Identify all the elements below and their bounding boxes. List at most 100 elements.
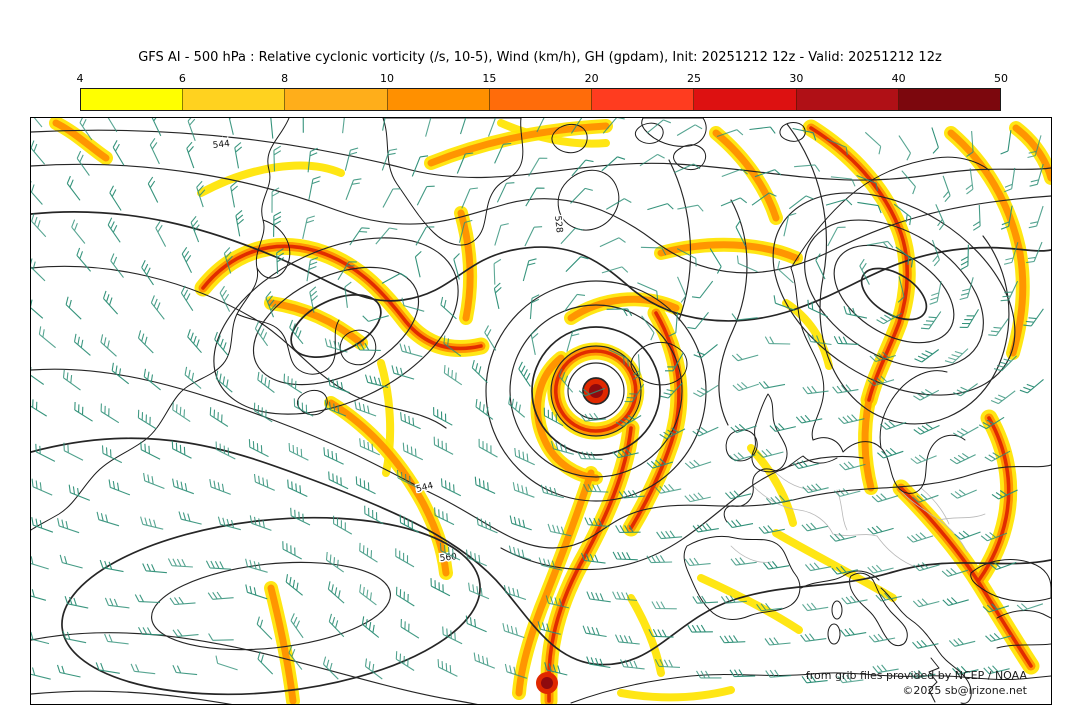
wind-barb [566, 328, 581, 352]
vorticity-filament [947, 129, 1027, 357]
credits: from grib files provided by NCEP / NOAA … [806, 668, 1027, 698]
wind-barb [142, 563, 167, 574]
wind-barb [461, 187, 478, 209]
wind-barb [108, 479, 131, 496]
wind-barb [867, 525, 894, 535]
wind-barb [825, 198, 853, 206]
wind-barb [676, 276, 687, 303]
wind-barb [646, 555, 673, 564]
wind-barb [601, 156, 626, 172]
wind-barb [402, 442, 424, 461]
colorbar-tick-label: 20 [584, 72, 599, 85]
geopotential-contours-layer [31, 123, 1051, 704]
map-frame: 544 528 544 560 from grib files provided by… [30, 117, 1052, 705]
wind-barb [831, 565, 858, 575]
wind-barb [857, 201, 882, 214]
wind-barb [898, 135, 911, 161]
wind-barb [807, 333, 832, 346]
wind-barb [66, 175, 81, 201]
colorbar-tick-labels: 4 6 8 10 15 20 25 30 40 50 [77, 72, 1009, 86]
wind-barb [35, 443, 56, 462]
wind-barb [751, 192, 777, 206]
wind-barb [31, 517, 54, 533]
wind-barb [518, 361, 531, 387]
wind-barb [726, 519, 754, 529]
wind-barb [867, 564, 894, 574]
wind-barb [172, 401, 191, 423]
wind-barb [876, 312, 902, 325]
wind-barb [867, 375, 895, 387]
wind-barb [293, 398, 314, 417]
wind-barb [140, 516, 164, 530]
wind-barb [344, 281, 352, 308]
wind-barb [64, 596, 89, 609]
wind-barb [914, 349, 940, 363]
wind-barb [494, 142, 512, 164]
wind-barb [560, 227, 584, 245]
wind-barb [965, 168, 974, 195]
wind-barb [909, 670, 936, 679]
colorbar-tick-label: 6 [178, 72, 186, 85]
vorticity-filament [497, 119, 610, 148]
vorticity-filament [567, 295, 680, 322]
wind-barb [960, 244, 969, 270]
vorticity-filament [52, 119, 110, 162]
wind-barb [800, 633, 827, 642]
wind-barb [215, 441, 236, 460]
wind-barb [693, 343, 718, 359]
wind-barb [777, 260, 794, 284]
wind-barb [31, 631, 50, 645]
wind-barb [1028, 205, 1044, 229]
wind-barb [978, 416, 1005, 430]
wind-barb [62, 369, 81, 391]
wind-barb [414, 250, 422, 278]
wind-barb [219, 285, 231, 312]
wind-barb [692, 523, 719, 533]
wind-barb [1026, 241, 1043, 264]
wind-barb [913, 389, 940, 401]
wind-barb [913, 423, 940, 435]
colorbar-segment [183, 89, 286, 110]
wind-barb [893, 203, 912, 226]
wind-barb [993, 355, 1017, 372]
wind-barb [731, 313, 758, 321]
wind-barb [606, 198, 632, 210]
wind-barb [302, 118, 304, 133]
wind-barb [608, 349, 629, 367]
wind-barb [155, 221, 167, 247]
vorticity-filament [697, 574, 803, 634]
wind-barb [880, 420, 907, 430]
wind-barb [288, 645, 303, 670]
wind-barb [328, 613, 345, 638]
wind-barb [101, 445, 123, 464]
wind-barb [736, 255, 758, 273]
wind-barb [484, 325, 497, 351]
wind-barb [502, 622, 525, 639]
wind-barb [693, 384, 719, 398]
wind-barb [640, 246, 667, 256]
wind-barb [570, 187, 593, 204]
wind-barb [31, 181, 43, 205]
wind-barb [1000, 280, 1019, 302]
wind-barb [391, 365, 415, 380]
wind-barb [285, 574, 303, 596]
wind-barb [984, 450, 1011, 462]
wind-barb [31, 258, 46, 282]
vorticity-filament [1012, 124, 1051, 182]
wind-barb [651, 601, 677, 610]
wind-barb [395, 586, 415, 607]
wind-barb [487, 118, 497, 137]
wind-barb [415, 226, 435, 246]
wind-barb [654, 484, 682, 494]
wind-barb [544, 662, 568, 676]
wind-barb [143, 368, 161, 391]
wind-barb [430, 578, 451, 597]
wind-barb [829, 532, 857, 542]
wind-barb [580, 412, 607, 422]
wind-barb [349, 227, 370, 246]
wind-barb [931, 239, 940, 267]
wind-barb [287, 479, 308, 497]
wind-barb [324, 338, 348, 353]
wind-barb [687, 624, 713, 633]
